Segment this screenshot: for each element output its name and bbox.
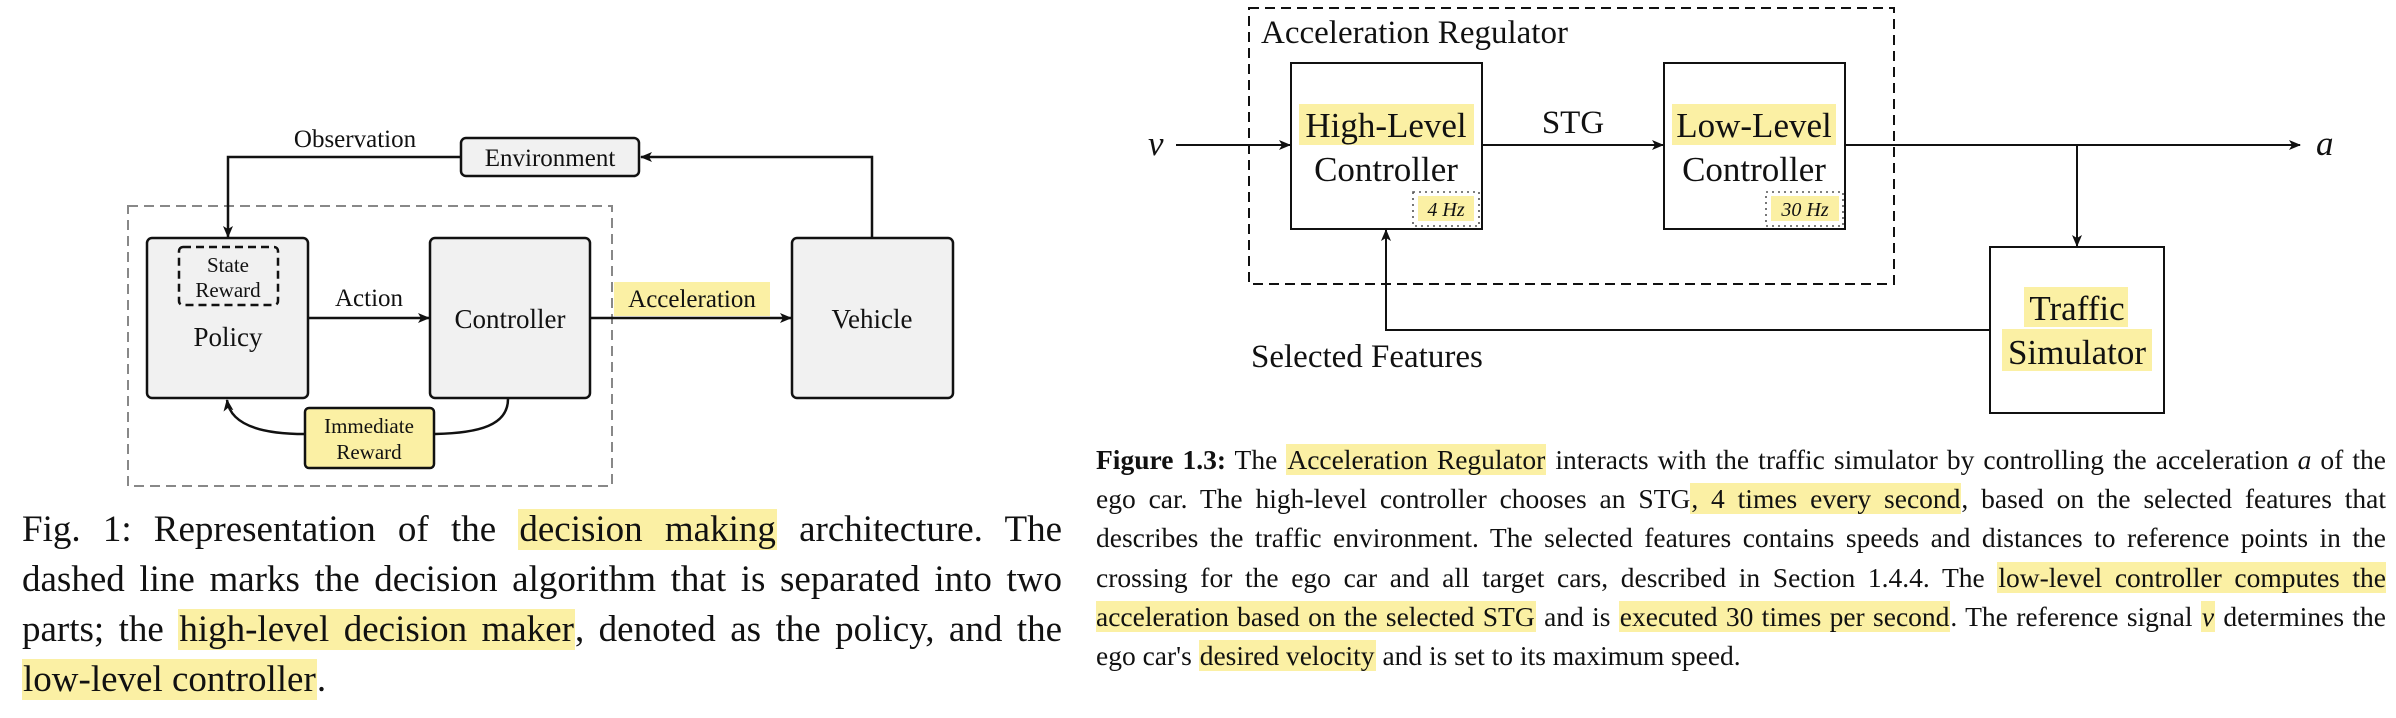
state-label: State [207, 253, 249, 277]
immediate-reward-label: Reward [336, 440, 402, 464]
caption-right-text-2: interacts with the traffic simulator by … [1546, 444, 2298, 475]
high-rate-label: 4 Hz [1427, 199, 1464, 221]
reward-label: Reward [195, 278, 261, 302]
policy-label: Policy [193, 322, 263, 352]
input-v-label: v [1148, 124, 1164, 163]
caption-left-text-3: , denoted as the policy, and the [574, 609, 1063, 650]
high-rate-highlight [1418, 196, 1474, 221]
right-figure-caption: Figure 1.3: The Acceleration Regulator i… [1096, 440, 2386, 675]
observation-arrow [223, 155, 461, 238]
caption-left-highlight-2: high-level decision maker [178, 609, 575, 650]
traffic-highlight [2024, 287, 2128, 327]
output-a-label: a [2316, 124, 2334, 163]
caption-right-text-6: . The reference signal [1950, 600, 2201, 632]
low-level-label: Low-Level [1676, 106, 1832, 145]
left-figure-caption: Fig. 1: Representation of the decision m… [22, 505, 1062, 705]
low-rate-label: 30 Hz [1780, 199, 1828, 221]
caption-right-var-v: v [2200, 600, 2216, 632]
caption-right-label: Figure 1.3: [1096, 444, 1226, 475]
traffic-label: Traffic [2029, 289, 2124, 328]
caption-left-highlight-3: low-level controller [22, 659, 317, 700]
left-diagram: Environment Observation State Reward Pol… [127, 126, 955, 487]
decision-algorithm-boundary [127, 205, 613, 487]
caption-right-text-7: determines the ego car's [1096, 600, 2386, 672]
vehicle-label: Vehicle [832, 304, 913, 334]
caption-right-text-5: and is [1535, 600, 1619, 632]
controller-to-reward-curve [434, 398, 510, 436]
caption-right-var-a: a [2297, 444, 2312, 475]
vehicle-to-environment-arrow [640, 152, 874, 237]
environment-label: Environment [485, 145, 616, 172]
high-level-controller-label: Controller [1314, 150, 1458, 189]
reward-to-policy-curve [223, 399, 306, 436]
selected-features-label: Selected Features [1251, 339, 1483, 375]
caption-right-highlight-5: desired velocity [1198, 640, 1376, 672]
caption-right-highlight-2: , 4 times every second [1690, 483, 1962, 515]
caption-right-highlight-1: Acceleration Regulator [1286, 444, 1547, 475]
caption-right-text-4: , based on the selected features that de… [1096, 483, 2386, 593]
high-level-highlight [1299, 104, 1474, 145]
vehicle-box [790, 236, 955, 400]
selected-features-arrow [1381, 229, 1990, 331]
low-level-highlight [1672, 104, 1836, 145]
state-reward-box [177, 245, 280, 307]
caption-right-text-3: of the ego car. The high-level controlle… [1096, 444, 2386, 515]
caption-right-text-1: The [1225, 444, 1287, 475]
caption-left-text-4: . [316, 659, 327, 700]
acceleration-highlight [614, 282, 770, 316]
acceleration-label: Acceleration [628, 286, 756, 313]
high-level-label: High-Level [1305, 106, 1467, 145]
simulator-highlight [2002, 329, 2152, 371]
caption-left-highlight-1: decision making [518, 509, 777, 550]
caption-left-text-2: architecture. The dashed line marks the … [22, 509, 1062, 650]
low-level-controller-label: Controller [1682, 150, 1826, 189]
stg-label: STG [1542, 105, 1604, 141]
caption-right-highlight-4: executed 30 times per second [1618, 600, 1951, 632]
simulator-label: Simulator [2008, 333, 2146, 372]
right-diagram: Acceleration Regulator High-Level Contro… [1148, 7, 2334, 414]
caption-left-text-1: Fig. 1: Representation of the [22, 509, 519, 550]
low-rate-highlight [1771, 196, 1839, 221]
regulator-label: Acceleration Regulator [1261, 15, 1568, 51]
immediate-reward-box [303, 406, 436, 470]
caption-right-text-8: and is set to its maximum speed. [1375, 640, 1741, 672]
observation-label: Observation [294, 126, 417, 153]
immediate-label: Immediate [324, 414, 414, 438]
controller-label: Controller [455, 304, 566, 334]
action-label: Action [335, 285, 404, 312]
